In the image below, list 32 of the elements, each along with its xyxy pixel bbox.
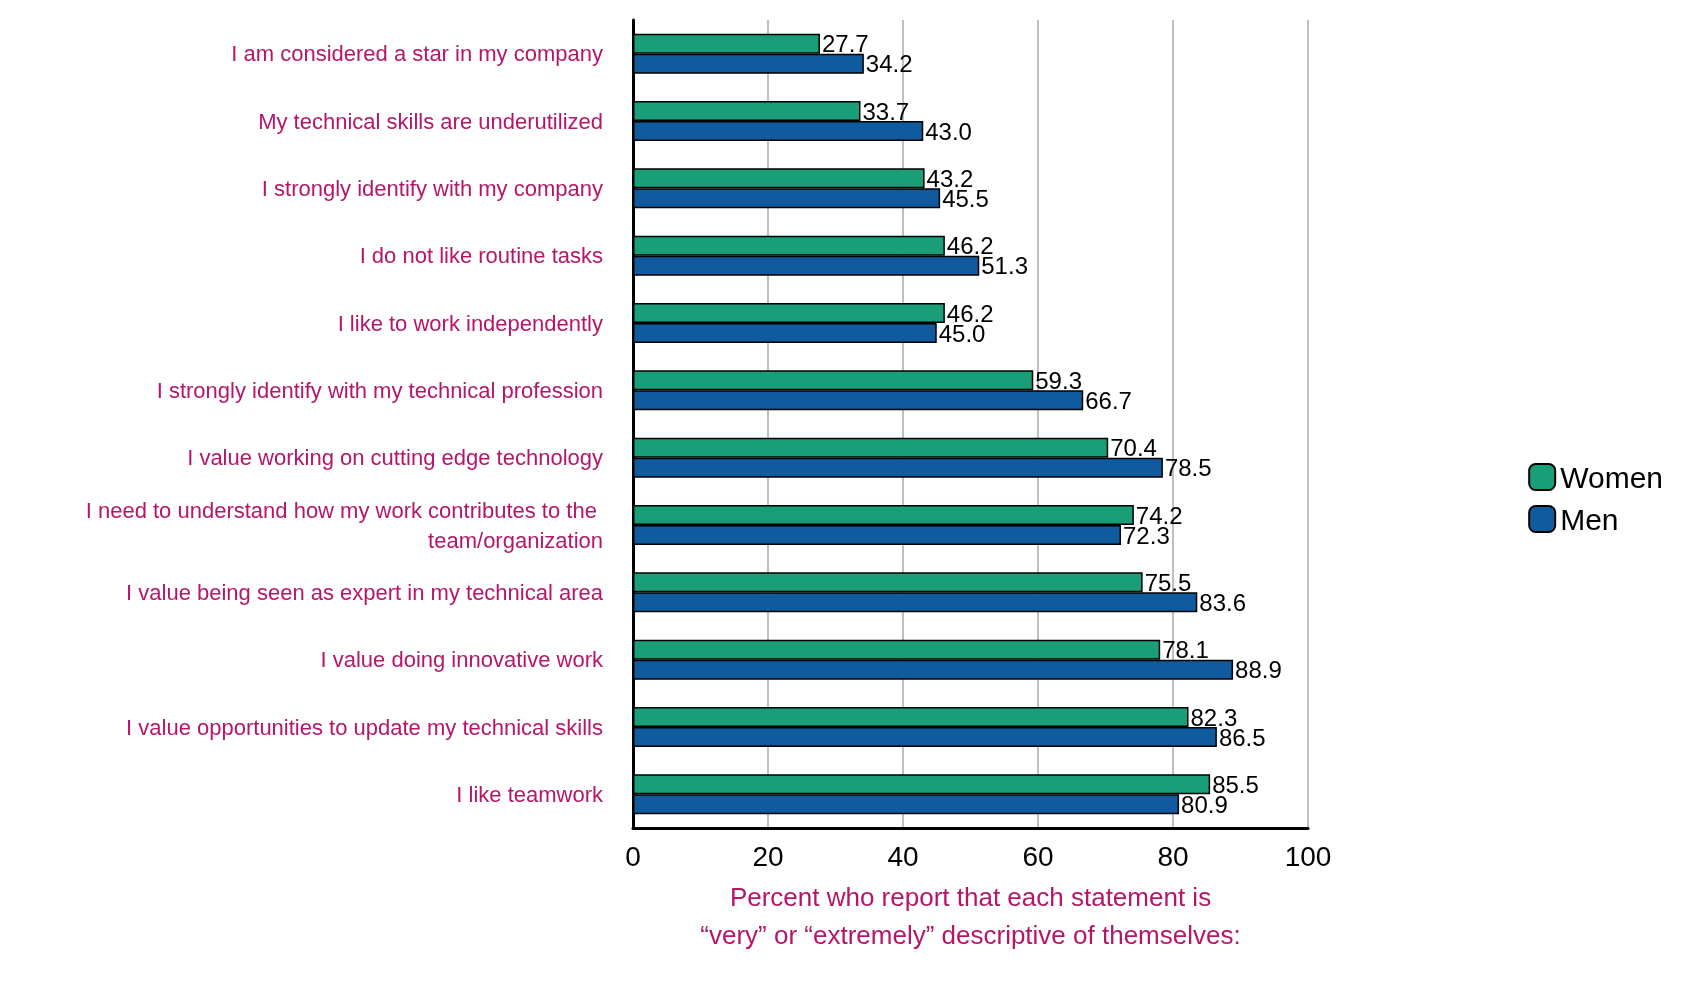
data-label: 33.7 — [862, 97, 910, 125]
data-label: 59.3 — [1035, 366, 1082, 394]
x-tick-label: 20 — [752, 840, 784, 872]
data-label: 83.6 — [1199, 588, 1247, 616]
data-label: 70.4 — [1110, 434, 1157, 462]
data-label: 34.2 — [865, 50, 913, 78]
x-tick-label: 100 — [1284, 840, 1332, 872]
y-tick-label: I value opportunities to update my technical skills — [126, 714, 603, 740]
data-label: 78.5 — [1164, 454, 1212, 482]
y-tick-label: I need to understand how my work contributes to the team/organization — [85, 497, 603, 553]
x-tick-label: 0 — [625, 840, 641, 872]
y-tick-label: My technical skills are underutilized — [258, 108, 603, 134]
data-label: 88.9 — [1235, 656, 1282, 684]
y-tick-label: I value working on cutting edge technology — [187, 445, 603, 471]
y-tick-label: I strongly identify with my technical profession — [156, 377, 603, 403]
x-tick-label: 80 — [1157, 840, 1189, 872]
y-tick-label: I strongly identify with my company — [261, 175, 603, 201]
data-label: 66.7 — [1085, 386, 1132, 414]
data-label: 43.0 — [925, 117, 972, 145]
y-tick-label: I like teamwork — [456, 781, 604, 807]
x-tick-label: 60 — [1022, 840, 1054, 872]
x-axis-title: Percent who report that each statement is “very” or “extremely” descriptive of themselves: — [700, 882, 1241, 950]
legend-label: Men — [1560, 502, 1619, 536]
data-label: 75.5 — [1144, 568, 1192, 596]
y-tick-label: I am considered a star in my company — [231, 41, 603, 67]
y-tick-label: I value being seen as expert in my technical area — [126, 579, 604, 605]
y-tick-label: I like to work independently — [337, 310, 603, 336]
y-tick-label: I value doing innovative work — [320, 647, 604, 673]
legend-label: Women — [1560, 460, 1664, 494]
y-tick-label: I do not like routine tasks — [359, 243, 603, 269]
data-label: 78.1 — [1162, 636, 1209, 664]
x-tick-label: 40 — [887, 840, 919, 872]
